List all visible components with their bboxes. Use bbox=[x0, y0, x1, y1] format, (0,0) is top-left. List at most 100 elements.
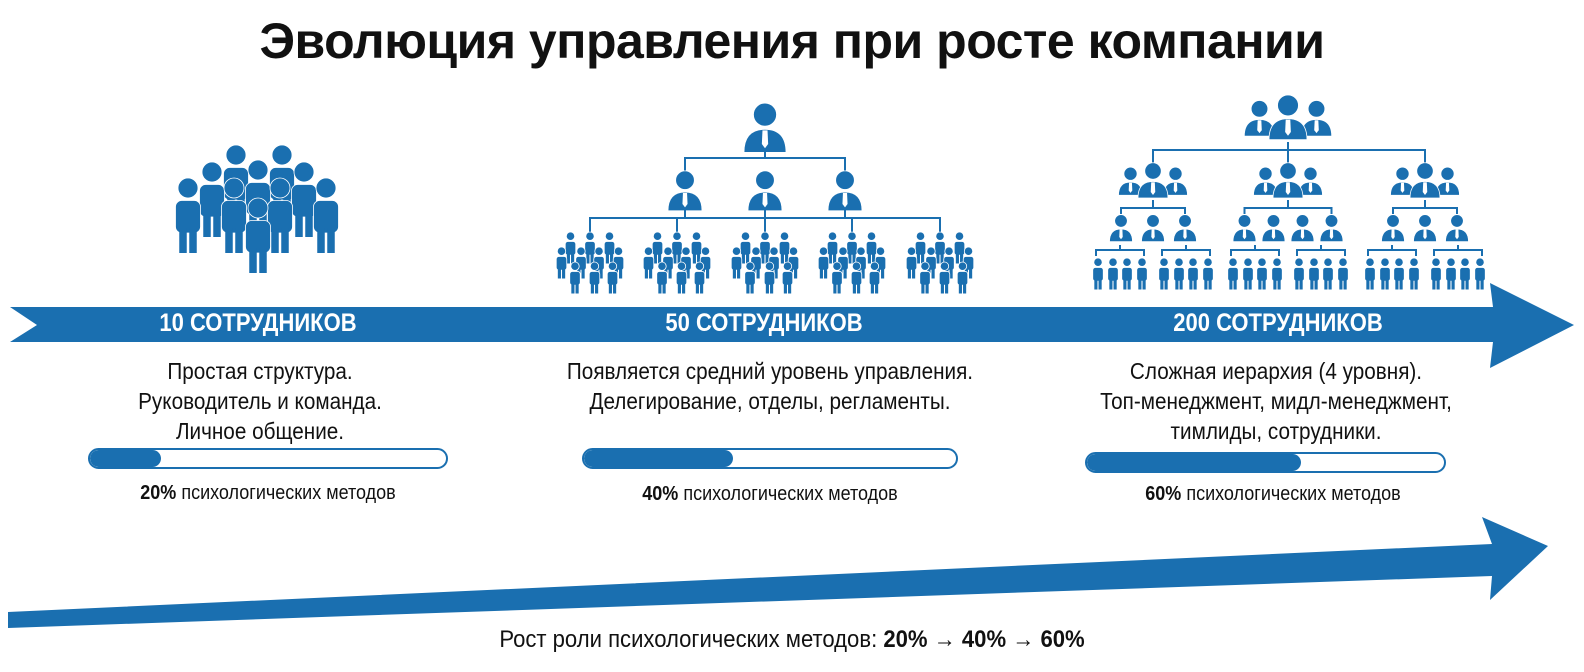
person-icon bbox=[865, 231, 878, 264]
person-icon bbox=[1163, 166, 1188, 196]
growth-caption: Рост роли психологических методов: 20% →… bbox=[63, 626, 1520, 654]
person-icon bbox=[743, 102, 787, 153]
team-group-icon bbox=[175, 144, 339, 273]
person-icon bbox=[778, 231, 791, 264]
person-icon bbox=[1298, 166, 1323, 196]
person-icon bbox=[817, 246, 830, 279]
stage-label-200: 200 СОТРУДНИКОВ bbox=[1173, 309, 1383, 337]
person-icon bbox=[1202, 257, 1214, 290]
person-icon bbox=[656, 261, 668, 294]
person-icon bbox=[1293, 257, 1305, 290]
person-icon bbox=[603, 231, 616, 264]
progress-fill bbox=[584, 450, 733, 467]
person-icon bbox=[1445, 257, 1457, 290]
person-icon bbox=[730, 246, 743, 279]
person-icon bbox=[763, 261, 776, 294]
person-icon bbox=[1271, 257, 1283, 290]
caption-value: 20% bbox=[883, 626, 928, 653]
percent-text: психологических методов bbox=[1186, 483, 1401, 505]
description-line: Простая структура. bbox=[167, 358, 353, 384]
person-icon bbox=[1109, 214, 1133, 242]
percent-text: психологических методов bbox=[683, 483, 898, 505]
stage-description-50: Появляется средний уровень управления. Д… bbox=[536, 356, 1004, 416]
person-icon bbox=[588, 261, 601, 294]
person-icon bbox=[1243, 100, 1276, 137]
percent-value: 60% bbox=[1145, 483, 1182, 505]
person-icon bbox=[759, 231, 771, 264]
person-icon bbox=[1409, 162, 1441, 199]
stage-description-10: Простая структура. Руководитель и команд… bbox=[26, 356, 494, 446]
person-icon bbox=[1272, 162, 1304, 199]
person-icon bbox=[934, 231, 946, 264]
person-icon bbox=[675, 261, 688, 294]
person-icon bbox=[938, 261, 951, 294]
progress-bar-10 bbox=[88, 448, 448, 469]
progress-fill bbox=[1087, 454, 1302, 471]
percent-value: 40% bbox=[642, 483, 679, 505]
description-line: Руководитель и команда. bbox=[138, 388, 382, 414]
percent-text: психологических методов bbox=[181, 482, 396, 504]
description-line: Топ-менеджмент, мидл-менеджмент, bbox=[1100, 388, 1452, 414]
connector-line bbox=[1243, 207, 1333, 214]
person-icon bbox=[313, 177, 339, 253]
person-icon bbox=[245, 197, 271, 273]
person-icon bbox=[827, 170, 863, 212]
person-icon bbox=[1173, 214, 1197, 242]
person-icon bbox=[1136, 257, 1148, 290]
person-icon bbox=[1474, 257, 1486, 290]
timeline-arrow bbox=[10, 283, 1574, 368]
person-icon bbox=[1393, 257, 1405, 290]
caption-value: 40% bbox=[961, 626, 1007, 653]
person-icon bbox=[744, 261, 756, 294]
person-icon bbox=[606, 261, 619, 294]
person-icon bbox=[291, 161, 317, 237]
person-icon bbox=[914, 231, 927, 264]
caption-text: Рост роли психологических методов: bbox=[499, 626, 878, 653]
person-icon bbox=[1092, 257, 1104, 290]
person-icon bbox=[747, 170, 783, 212]
person-icon bbox=[831, 261, 843, 294]
person-icon bbox=[1173, 257, 1185, 290]
person-icon bbox=[1158, 257, 1170, 290]
person-icon bbox=[667, 170, 703, 212]
stage-label-10: 10 СОТРУДНИКОВ bbox=[159, 309, 357, 337]
person-icon bbox=[1390, 166, 1415, 196]
percent-value: 20% bbox=[140, 482, 177, 504]
connector-line bbox=[1120, 207, 1186, 214]
person-icon bbox=[1430, 257, 1442, 290]
person-icon bbox=[564, 231, 577, 264]
person-icon bbox=[919, 261, 931, 294]
percent-label-10: 20% психологических методов bbox=[79, 482, 457, 505]
person-icon bbox=[850, 261, 863, 294]
page-title: Эволюция управления при росте компании bbox=[259, 13, 1325, 69]
person-icon bbox=[642, 246, 655, 279]
person-icon bbox=[1319, 214, 1344, 242]
person-icon bbox=[569, 261, 581, 294]
person-icon bbox=[690, 231, 703, 264]
person-icon bbox=[1459, 257, 1471, 290]
person-icon bbox=[1413, 214, 1437, 242]
person-icon bbox=[1381, 214, 1405, 242]
person-icon bbox=[1137, 162, 1169, 199]
person-icon bbox=[868, 261, 881, 294]
person-icon bbox=[1121, 257, 1133, 290]
connector-line bbox=[1296, 249, 1346, 256]
connector-line bbox=[1230, 249, 1280, 256]
percent-label-50: 40% психологических методов bbox=[581, 483, 959, 506]
connector-line bbox=[1392, 207, 1458, 214]
person-icon bbox=[1308, 257, 1320, 290]
person-icon bbox=[671, 231, 683, 264]
description-line: Личное общение. bbox=[175, 418, 345, 444]
person-icon bbox=[781, 261, 794, 294]
person-icon bbox=[1322, 257, 1334, 290]
person-icon bbox=[1256, 257, 1268, 290]
caption-value: 60% bbox=[1040, 626, 1085, 653]
person-icon bbox=[175, 177, 201, 253]
person-icon bbox=[826, 231, 839, 264]
connector-line bbox=[1161, 249, 1211, 256]
person-icon bbox=[1337, 257, 1349, 290]
stage-description-200: Сложная иерархия (4 уровня). Топ-менеджм… bbox=[1042, 356, 1510, 446]
person-icon bbox=[1379, 257, 1391, 290]
person-icon bbox=[1141, 214, 1165, 242]
